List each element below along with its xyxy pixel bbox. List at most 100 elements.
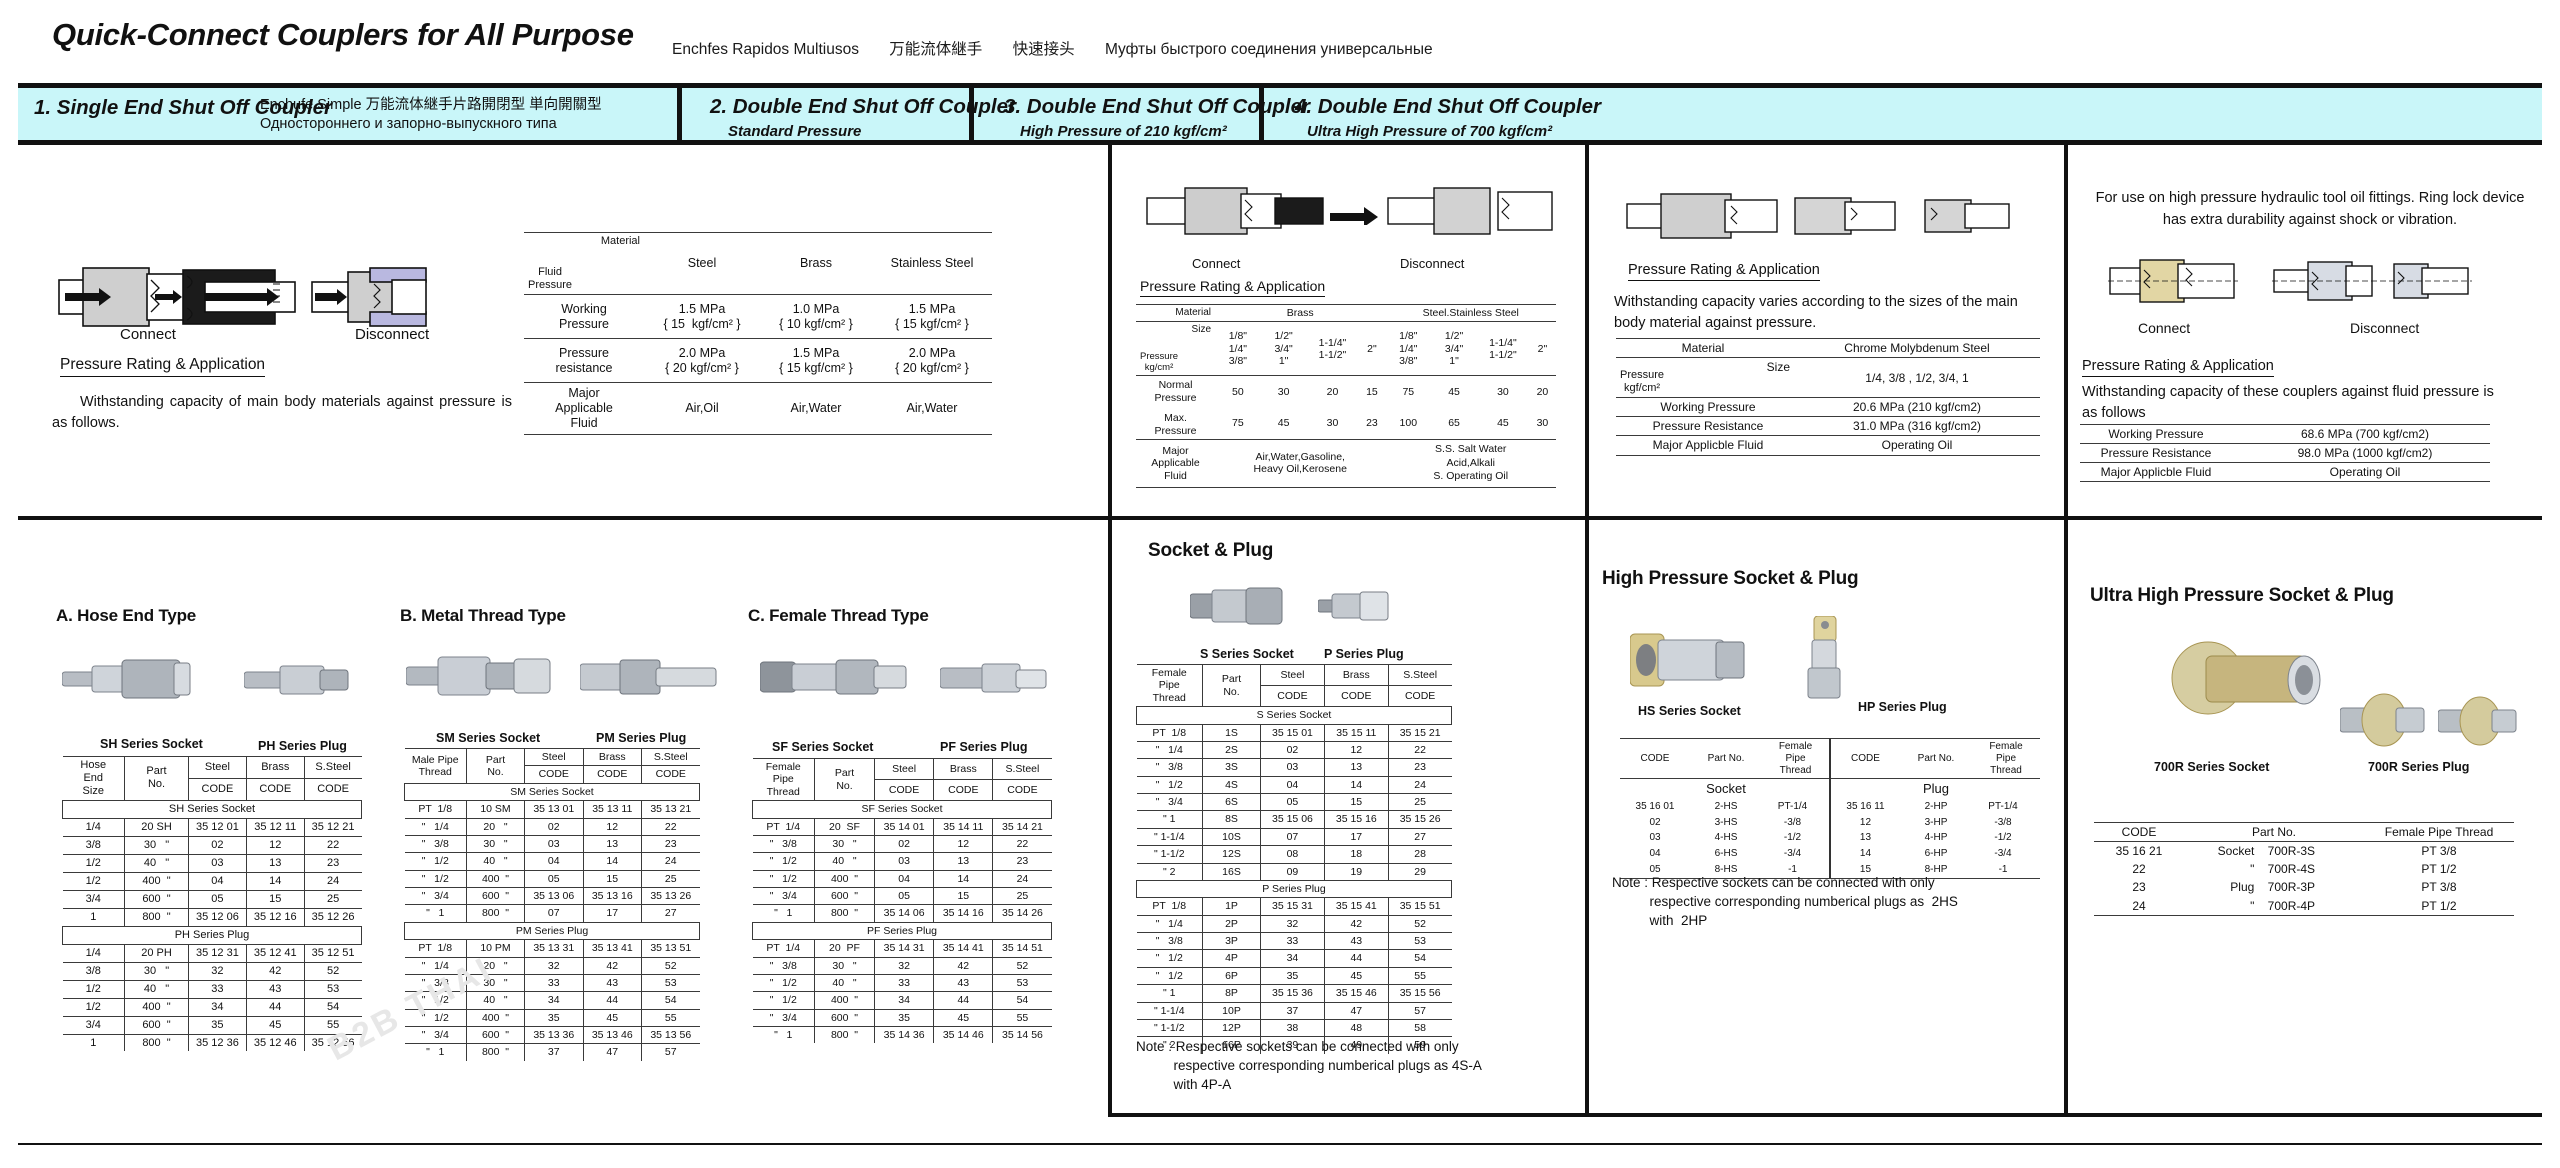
hdr-code-ssteel: CODE [992, 779, 1052, 802]
cell-code: 15 [933, 886, 994, 906]
coupler-disconnect-diagram-col2 [1387, 187, 1553, 235]
table-row: " 1 800 " 07 17 27 [404, 904, 700, 923]
cell-code: 42 [1323, 914, 1389, 934]
cell-code: 35 12 46 [245, 1033, 305, 1052]
cell-code: 13 [245, 853, 305, 873]
cell-code: 02 [524, 817, 584, 836]
cell-part: 600 " [124, 1015, 189, 1035]
cell-part: 10 SM [466, 800, 525, 819]
cell-working-steel: 1.5 MPa { 15 kgf/cm² } [644, 294, 760, 339]
hdr-code-brass: CODE [582, 765, 643, 784]
cell-code: 38 [1260, 1018, 1325, 1038]
cell-code: 23 [2132, 880, 2146, 895]
cell-code: 35 16 21 [2094, 841, 2184, 861]
cell-size: " 1/4 [1136, 914, 1203, 934]
col-header-steel: Steel [644, 232, 760, 295]
table-row: Material Fluid Pressure Steel Brass Stai… [524, 232, 992, 295]
cell-code: 35 13 11 [582, 800, 643, 819]
hdr-code-brass: CODE [1323, 685, 1389, 708]
table-row: " 1/2 4S 04 14 24 [1136, 775, 1452, 795]
size-brass-1: 1/8" 1/4" 3/8" [1215, 321, 1261, 377]
hdr-ssteel: S.Steel [1387, 663, 1452, 687]
cell-code: 42 [933, 956, 994, 975]
cell-part: 800 " [814, 904, 875, 923]
value-major-fluid: Operating Oil [2230, 462, 2490, 483]
cell-code: 07 [1260, 827, 1325, 847]
ultra-socket-photo [2171, 641, 2321, 715]
ultra-plug-photo-2 [2438, 696, 2517, 746]
cell-code: 35 14 36 [873, 1026, 935, 1044]
cell-size: " 3/4 [404, 886, 467, 906]
cell-code: 35 16 11 [1828, 798, 1900, 815]
table-row: Socket Plug [1620, 778, 2040, 799]
group-title-p-plug: P Series Plug [1136, 879, 1452, 899]
cell-part: 2P [1202, 914, 1261, 934]
cell-code: 34 [524, 991, 584, 1010]
cell-code: 27 [641, 904, 700, 923]
cell-thread: PT 3/8 [2364, 841, 2514, 861]
banner-section-1: 1. Single End Shut Off Coupler [34, 96, 332, 148]
cell-size: PT 1/4 [752, 817, 815, 836]
group-title-sm-socket: SM Series Socket [404, 782, 700, 802]
table-row: Size Pressure kgf/cm² 1/4, 3/8 , 1/2, 3/… [1616, 357, 2040, 399]
banner-3-sub: High Pressure of 210 kgf/cm² [1020, 123, 1227, 140]
cell-code: 52 [303, 961, 362, 981]
hdr-ssteel: S.Steel [303, 756, 362, 779]
cell-code: 23 [641, 834, 700, 854]
col2-rating-heading: Pressure Rating & Application [1140, 278, 1326, 297]
cell-code: 24 [2094, 896, 2184, 916]
group-label-socket: Socket [1690, 778, 1763, 799]
table-row: 3/8 30 " 32 42 52 [62, 961, 362, 981]
cell-part: 40 " [466, 852, 525, 871]
cell-code: 35 13 01 [524, 800, 584, 819]
coupler-connect-diagram-col1 [58, 267, 296, 327]
coupler-diagram-col3 [1626, 193, 2010, 239]
cell-part: 3P [1202, 931, 1261, 951]
cell-part: 30 " [814, 834, 875, 854]
cell-code: 54 [641, 991, 700, 1010]
cell-thread: -3/4 [1994, 848, 2012, 860]
hp-plug-caption: HP Series Plug [1858, 700, 1947, 714]
cell-code: 52 [992, 956, 1052, 975]
col2-pressure-rating-table: Material Brass Steel.Stainless Steel Siz… [1136, 303, 1556, 488]
cell-normal: 50 [1215, 375, 1261, 408]
col-header-brass: Brass [760, 232, 872, 295]
cell-part: 6-HS [1714, 848, 1738, 860]
spacer-cell [1762, 778, 1830, 799]
table-row: " 1/4 2P 32 42 52 [1136, 914, 1452, 934]
cell-part: 20 SH [124, 817, 189, 837]
cell-working-stainless: 1.5 MPa { 15 kgf/cm² } [872, 294, 992, 339]
table-row: " 3/4 600 " 35 13 36 35 13 46 35 13 56 [404, 1025, 700, 1045]
banner-divider-2 [969, 88, 974, 140]
cell-size: " 1/2 [404, 1008, 467, 1028]
size-steel-3: 1-1/4" 1-1/2" [1476, 321, 1529, 377]
cell-code: 17 [582, 904, 643, 923]
cell-code: 35 13 56 [641, 1025, 700, 1045]
group-brass: Brass [1215, 303, 1386, 323]
section-heading-high-pressure-socket-plug: High Pressure Socket & Plug [1602, 568, 1859, 589]
group-title-sh-socket: SH Series Socket [62, 799, 362, 819]
cell-code: 22 [1387, 740, 1452, 760]
table-row: " 1-1/4 10P 37 47 57 [1136, 1001, 1452, 1020]
cell-size: 3/4 [62, 1015, 125, 1035]
hdr-steel: Steel [188, 756, 247, 779]
table-row: " 3/4 6S 05 15 25 [1136, 792, 1452, 812]
cell-max: 75 [1215, 407, 1261, 440]
cell-code: 53 [992, 973, 1052, 993]
cell-part: 800 " [466, 904, 525, 923]
cell-thread: -1 [1972, 861, 2040, 879]
cell-thread: -1/2 [1994, 832, 2012, 844]
cell-code: 17 [1323, 827, 1389, 847]
col4-rating-heading: Pressure Rating & Application [2082, 358, 2274, 377]
cell-code: 25 [641, 869, 700, 889]
col1-connect-label: Connect [120, 326, 176, 343]
table-row: PT 1/8 10 SM 35 13 01 35 13 11 35 13 21 [404, 800, 700, 819]
table-row: Hose End Size Part No. Steel Brass S.Ste… [62, 756, 362, 801]
hdr-code: CODE [2094, 821, 2184, 843]
cell-max: 30 [1306, 407, 1359, 440]
cell-code: 14 [933, 869, 994, 889]
cell-part: 10P [1202, 1001, 1261, 1020]
table-row: " 2 16P 39 49 59 [1136, 1036, 1452, 1054]
pm-plug-photo [580, 659, 717, 695]
cell-code: 05 [1620, 861, 1690, 879]
